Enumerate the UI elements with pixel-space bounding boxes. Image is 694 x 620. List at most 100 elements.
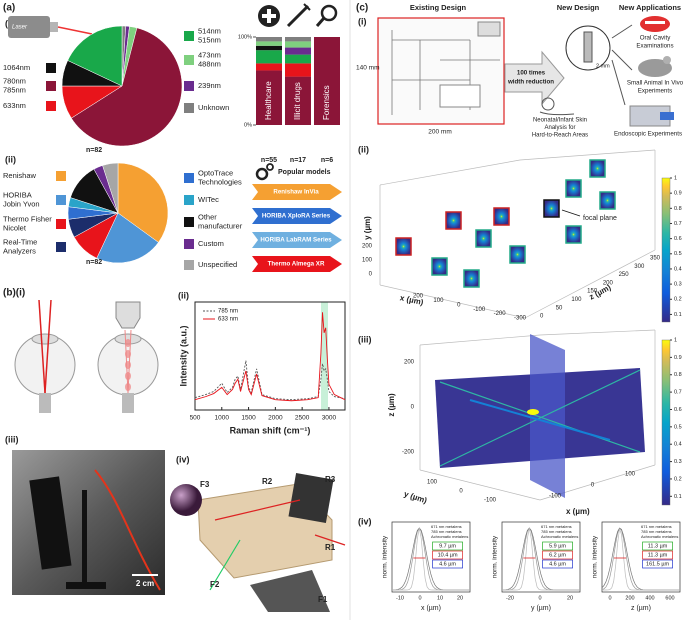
- label: y (µm): [403, 489, 429, 505]
- bar-segment: [285, 47, 311, 55]
- focus-spot: [125, 339, 131, 347]
- icon: [320, 4, 338, 22]
- beam-trace: [439, 381, 641, 453]
- n-label: n=17: [290, 157, 306, 164]
- pie-slice: [70, 27, 183, 147]
- label: Existing Design: [410, 3, 467, 12]
- colorbar-label: 0.4: [674, 266, 682, 272]
- legend-label: 785 nm: [218, 309, 238, 315]
- label: (iii): [5, 434, 19, 444]
- x-tick-label: 500: [190, 415, 201, 422]
- legend-label: 1064nm: [3, 63, 30, 72]
- label: 20: [457, 595, 463, 601]
- label: Popular models: [278, 169, 331, 176]
- label: 0: [369, 272, 373, 278]
- label: -200: [494, 311, 507, 317]
- legend-swatch: [46, 81, 56, 91]
- label: focal plane: [583, 215, 617, 222]
- label: 100: [625, 472, 636, 478]
- legend-label: 785 nm metalens: [541, 529, 572, 534]
- label: 350: [650, 256, 661, 262]
- legend-swatch: [184, 55, 194, 65]
- beam: [214, 499, 301, 521]
- eye-lens: [31, 333, 59, 345]
- label: 161.5 µm: [646, 561, 669, 567]
- colorbar-label: 0.3: [674, 459, 682, 465]
- legend-label: Analyzers: [3, 246, 36, 255]
- icon: [315, 17, 326, 27]
- label: 0: [418, 595, 421, 601]
- label: 140 mm: [356, 65, 379, 72]
- field-slice: [475, 229, 492, 248]
- legend-label: 785 nm metalens: [641, 529, 672, 534]
- label: Raman shift (cm⁻¹): [230, 425, 311, 435]
- label: 9.7 µm: [439, 543, 456, 549]
- fwhm-box: [642, 541, 673, 551]
- field-slice: [395, 237, 412, 256]
- bar-segment: [256, 41, 282, 46]
- bar-segment: [285, 63, 311, 77]
- legend-label: 780nm: [3, 76, 26, 85]
- label: 6.2 µm: [549, 552, 566, 558]
- legend-label: 515nm: [198, 35, 221, 44]
- legend-label: Other: [198, 212, 217, 221]
- legend-swatch: [56, 242, 66, 252]
- label: z (µm): [631, 605, 651, 612]
- colorbar-label: 0.7: [674, 221, 682, 227]
- colorbar-label: 0.2: [674, 476, 682, 482]
- label: n=82: [86, 147, 102, 154]
- legend-label: 473nm: [198, 50, 221, 59]
- colorbar-label: 1: [674, 175, 677, 181]
- legend-label: manufacturer: [198, 221, 243, 230]
- legend-label: Achromatic metalens: [641, 534, 678, 539]
- field-slice: [431, 257, 448, 276]
- field-slice: [589, 159, 606, 178]
- label: Examinations: [636, 43, 673, 50]
- label: 20: [567, 595, 573, 601]
- device-sphere: [170, 484, 202, 516]
- bar-segment: [256, 70, 282, 125]
- axis-frame: [519, 149, 656, 161]
- colorbar-label: 0.4: [674, 442, 682, 448]
- label: 150: [587, 289, 598, 295]
- bar-segment: [285, 37, 311, 42]
- label: (ii): [178, 290, 189, 300]
- bar-segment: [256, 63, 282, 71]
- pie-slice: [117, 162, 169, 243]
- legend-label: HORIBA: [3, 190, 32, 199]
- label: 600: [665, 595, 674, 601]
- spectrum-line: [194, 360, 346, 401]
- legend-label: Nicolet: [3, 223, 27, 232]
- label: 11.3 µm: [648, 543, 668, 549]
- label: Experiments: [638, 88, 672, 95]
- legend-swatch: [184, 103, 194, 113]
- optic-nerve: [122, 393, 134, 413]
- label: y (µm): [531, 605, 551, 612]
- label: 0: [411, 405, 415, 411]
- y-tick-label: 0%: [244, 122, 252, 128]
- legend-swatch: [184, 195, 194, 205]
- beam: [124, 329, 129, 394]
- focus-spot: [527, 409, 539, 415]
- focal-slice: [543, 199, 560, 218]
- beam: [209, 539, 241, 591]
- label: 100 times: [517, 70, 546, 77]
- colorbar-label: 0.1: [674, 312, 682, 318]
- app-arrow: [611, 59, 626, 106]
- model-label: HORIBA XploRA Series: [262, 213, 331, 220]
- fwhm-box: [642, 550, 673, 560]
- label: 200: [625, 595, 634, 601]
- colorbar-label: 1: [674, 337, 677, 343]
- profile-curve: [602, 528, 680, 591]
- highlight-band: [321, 302, 328, 410]
- optic-nerve: [39, 393, 51, 413]
- field-slice: [463, 269, 480, 288]
- app-arrow: [611, 49, 633, 71]
- beam: [38, 299, 46, 394]
- legend-label: 488nm: [198, 59, 221, 68]
- label: Neonatal/Infant Skin: [533, 118, 587, 124]
- label: x (µm): [421, 605, 441, 612]
- label: norm. intensity: [382, 535, 389, 578]
- focus-spot: [125, 372, 131, 380]
- label: n=82: [86, 259, 102, 266]
